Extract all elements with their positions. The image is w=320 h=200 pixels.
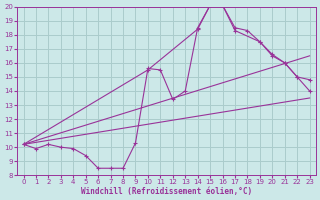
X-axis label: Windchill (Refroidissement éolien,°C): Windchill (Refroidissement éolien,°C) [81, 187, 252, 196]
